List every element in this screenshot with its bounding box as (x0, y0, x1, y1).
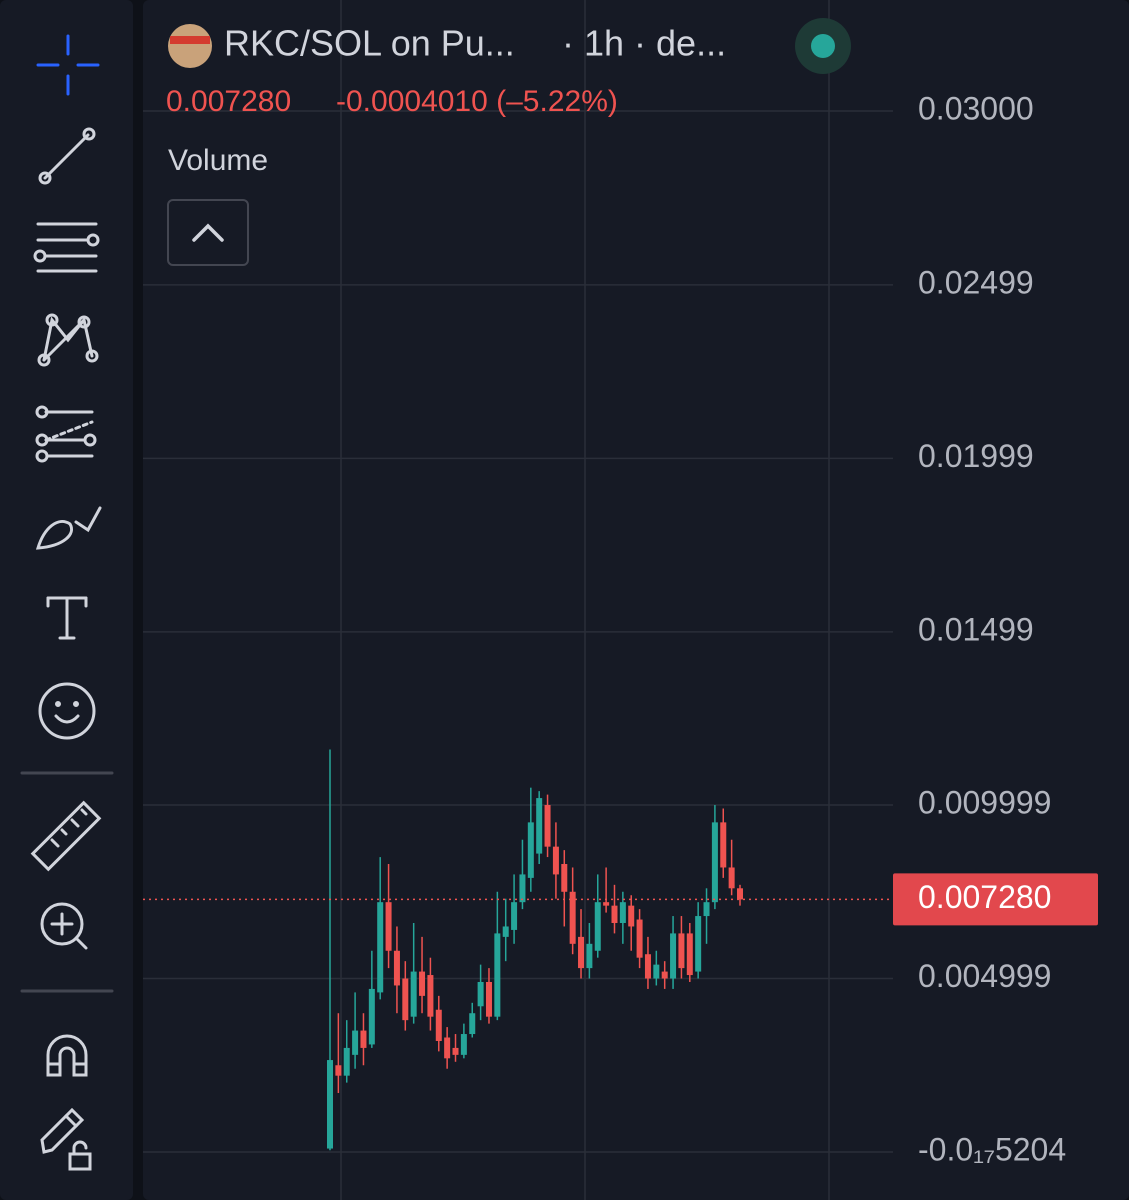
y-tick-label: -0.0₁₇5204 (918, 1131, 1066, 1167)
y-tick-label: 0.009999 (918, 785, 1051, 821)
last-price-tag (893, 873, 1098, 926)
candle-body (644, 954, 651, 979)
candle-body (393, 950, 400, 986)
chart-panel (143, 0, 1129, 1200)
candle-body (561, 864, 568, 892)
y-tick-label: 0.03000 (918, 90, 1034, 126)
candle-body (360, 1030, 367, 1048)
candle-body (536, 798, 543, 854)
candle-body (335, 1065, 342, 1076)
candle-body (385, 902, 392, 951)
status-dot (811, 34, 835, 58)
y-tick-label: 0.01499 (918, 611, 1034, 647)
candle-body (711, 822, 718, 903)
candle-body (527, 822, 534, 878)
ruler-tool[interactable] (30, 800, 102, 872)
candle-body (327, 1060, 333, 1149)
candle-body (452, 1047, 459, 1055)
candle-body (720, 822, 727, 868)
plot: 0.03000 0.02499 0.01999 0.01499 0.009999 0.00… (143, 0, 1098, 1200)
candle-body (477, 981, 484, 1007)
token-avatar-band (170, 36, 210, 44)
candle-body (444, 1037, 451, 1059)
y-tick-label: 0.01999 (918, 438, 1034, 474)
candle-body (703, 902, 710, 917)
candle-body (502, 926, 509, 937)
candle-body (686, 933, 693, 976)
candle-body (485, 981, 492, 1017)
candle-body (494, 933, 501, 1017)
candle-body (569, 891, 576, 944)
token-avatar (168, 24, 212, 68)
candle-body (586, 943, 593, 969)
candle-body (603, 902, 610, 906)
lock-drawings-tool[interactable] (40, 1107, 92, 1171)
candle-body (737, 888, 743, 900)
magnet-tool[interactable] (46, 1034, 88, 1077)
chart-title: RKC/SOL on Pu... (224, 23, 515, 64)
brush-tool[interactable] (35, 506, 102, 550)
candle-body (410, 971, 417, 1017)
candle-body (419, 971, 426, 996)
interval: · 1h · de... (562, 23, 726, 64)
zoom-tool[interactable] (40, 902, 88, 950)
trend-line-tool[interactable] (38, 127, 96, 185)
last-price: 0.007280 (166, 85, 291, 118)
candle-body (653, 964, 660, 979)
candle-body (460, 1034, 467, 1055)
candle-body (611, 905, 618, 923)
candle-body (544, 805, 551, 847)
fib-tool[interactable] (33, 222, 100, 273)
candle-body (594, 902, 601, 951)
candle-body (695, 916, 702, 972)
candle-body (636, 919, 643, 958)
forecast-tool[interactable] (35, 405, 97, 463)
pattern-tool[interactable] (37, 313, 99, 367)
candle-body (343, 1047, 350, 1076)
candle-body (377, 902, 384, 993)
candle-body (469, 1013, 476, 1035)
candle-body (519, 874, 526, 903)
candle-body (552, 846, 559, 875)
collapse-button[interactable] (167, 199, 249, 266)
text-tool[interactable] (46, 596, 88, 640)
collapse-chevron (192, 223, 224, 242)
candle-body (511, 902, 518, 930)
candle-body (427, 975, 434, 1017)
candle-body (578, 936, 585, 969)
price-change: -0.0004010 (–5.22%) (336, 85, 618, 118)
candle-body (628, 905, 635, 927)
candle-body (402, 978, 409, 1021)
emoji-tool[interactable] (38, 682, 96, 740)
candle-body (619, 902, 626, 923)
crosshair-tool[interactable] (36, 34, 100, 96)
y-tick-label: 0.004999 (918, 958, 1051, 994)
toolbar-icons (20, 34, 114, 1171)
candle-body (670, 933, 677, 979)
candle-body (678, 933, 685, 969)
candle-body (352, 1030, 359, 1055)
candle-body (661, 971, 668, 979)
y-tick-label: 0.02499 (918, 264, 1034, 300)
last-price-tag-label: 0.007280 (918, 879, 1051, 915)
candle-body (728, 867, 735, 889)
indicator-label: Volume (168, 144, 268, 177)
candle-body (368, 988, 375, 1045)
candle-body (435, 1009, 442, 1041)
